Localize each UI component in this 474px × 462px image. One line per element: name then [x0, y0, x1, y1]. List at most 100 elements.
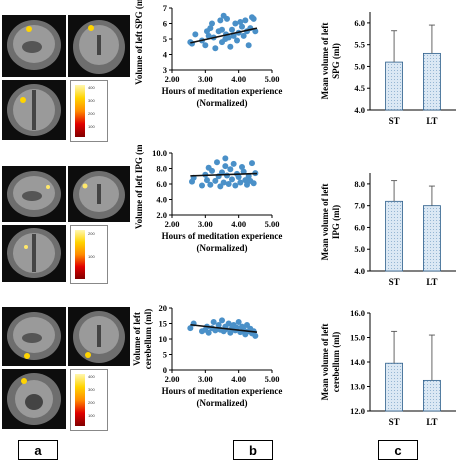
- bar: [423, 52, 441, 111]
- y-tick-label: 6: [163, 19, 167, 29]
- data-point: [224, 172, 230, 179]
- data-point: [252, 28, 259, 35]
- y-tick-label: 13.0: [350, 382, 365, 392]
- scatter-chart-cerebellum: 0 5 10 15 20 2.00 3.00 4.00 5.00 Hours of meditat…: [132, 303, 283, 408]
- y-tick-label: 5.5: [354, 40, 365, 50]
- mri-axial-image: [2, 225, 66, 282]
- colorbar: 400 300 200 100: [70, 369, 108, 431]
- y-axis-label: cerebellum (ml): [143, 309, 153, 370]
- y-axis-label: SPG (ml): [331, 43, 341, 79]
- x-axis-label: Hours of meditation experience: [162, 386, 283, 396]
- y-tick-label: 5: [163, 350, 167, 360]
- x-tick-label: 3.00: [198, 74, 213, 84]
- y-tick-label: 20: [159, 303, 168, 313]
- x-tick-label: 5.00: [265, 74, 280, 84]
- y-tick-label: 12.0: [350, 406, 365, 416]
- x-tick-label: 5.00: [265, 374, 280, 384]
- data-point: [239, 163, 245, 170]
- bar-chart-spg: 4.0 4.5 5.0 5.5 6.0 ST LT Mean volume of left SP…: [320, 12, 456, 126]
- data-point: [219, 169, 225, 176]
- y-tick-label: 2.0: [156, 210, 167, 220]
- data-point: [210, 318, 217, 325]
- data-point: [235, 318, 242, 325]
- data-point: [217, 17, 224, 24]
- data-point: [214, 159, 220, 166]
- bar: [385, 200, 403, 272]
- y-tick-label: 10: [159, 334, 168, 344]
- category-label: ST: [389, 116, 400, 126]
- data-point: [250, 180, 257, 187]
- y-tick-label: 15: [159, 319, 168, 329]
- x-axis-label: (Normalized): [197, 98, 248, 108]
- bar: [385, 61, 403, 111]
- category-label: ST: [389, 277, 400, 287]
- data-point: [215, 322, 222, 329]
- panel-label-a: a: [18, 440, 58, 460]
- y-tick-label: 8.0: [156, 164, 167, 174]
- y-tick-label: 5.0: [354, 61, 365, 71]
- x-tick-label: 4.00: [231, 374, 246, 384]
- y-axis-label: cerebellum (ml): [331, 332, 341, 393]
- x-tick-label: 4.00: [231, 74, 246, 84]
- colorbar-tick: 100: [88, 124, 95, 129]
- data-point: [229, 176, 235, 183]
- data-point: [219, 26, 225, 33]
- y-tick-label: 6.0: [354, 18, 365, 28]
- mri-coronal-image: [68, 307, 130, 366]
- x-axis-label: (Normalized): [197, 243, 248, 253]
- data-point: [207, 181, 214, 188]
- bar-chart-cerebellum: 12.0 13.0 14.0 15.0 16.0 ST LT Mean volume of l…: [320, 308, 456, 427]
- data-point: [217, 183, 224, 190]
- bar: [385, 362, 403, 412]
- data-point: [224, 15, 230, 22]
- mri-coronal-image: [68, 166, 130, 222]
- regression-line: [190, 323, 258, 333]
- data-point: [204, 177, 210, 184]
- y-tick-label: 7: [163, 3, 168, 13]
- y-axis-label: IPG (ml): [331, 205, 341, 239]
- colorbar-tick: 100: [88, 413, 95, 418]
- colorbar-tick: 400: [88, 85, 95, 90]
- data-point: [252, 332, 259, 339]
- bar-chart-ipg: 4.0 5.0 6.0 7.0 8.0 ST LT Mean volume of left IP…: [320, 173, 456, 287]
- y-tick-label: 10.0: [152, 148, 167, 158]
- y-tick-label: 4: [163, 50, 168, 60]
- regression-line: [190, 27, 258, 44]
- category-label: LT: [426, 277, 437, 287]
- data-point: [232, 20, 239, 27]
- data-point: [222, 163, 229, 170]
- y-tick-label: 15.0: [350, 333, 365, 343]
- mri-axial-image: [2, 369, 66, 429]
- data-point: [192, 31, 199, 38]
- y-tick-label: 14.0: [350, 357, 365, 367]
- data-point: [219, 317, 225, 324]
- category-label: ST: [389, 417, 400, 427]
- y-axis-label: Mean volume of left: [320, 324, 330, 401]
- colorbar-gradient: [75, 85, 85, 137]
- colorbar: 200 100: [70, 225, 108, 284]
- regression-line: [190, 172, 258, 177]
- x-tick-label: 3.00: [198, 219, 213, 229]
- data-point: [244, 181, 250, 188]
- y-tick-label: 6.0: [156, 179, 167, 189]
- bar: [423, 205, 441, 272]
- data-point: [222, 155, 229, 162]
- data-point: [207, 25, 214, 32]
- data-point: [249, 160, 255, 167]
- data-point: [229, 26, 235, 33]
- x-tick-label: 2.00: [165, 374, 180, 384]
- x-axis-label: Hours of meditation experience: [162, 86, 283, 96]
- panel-label-b: b: [233, 440, 273, 460]
- data-point: [209, 20, 215, 27]
- panel-label-c: c: [378, 440, 418, 460]
- data-point: [205, 329, 212, 336]
- data-point: [202, 42, 209, 49]
- colorbar-gradient: [75, 374, 85, 426]
- y-tick-label: 4.5: [354, 83, 365, 93]
- data-point: [199, 182, 205, 189]
- data-point: [187, 325, 194, 332]
- mri-coronal-image: [68, 15, 130, 77]
- colorbar-tick: 400: [88, 374, 95, 379]
- y-tick-label: 3: [163, 65, 167, 75]
- data-point: [235, 174, 242, 181]
